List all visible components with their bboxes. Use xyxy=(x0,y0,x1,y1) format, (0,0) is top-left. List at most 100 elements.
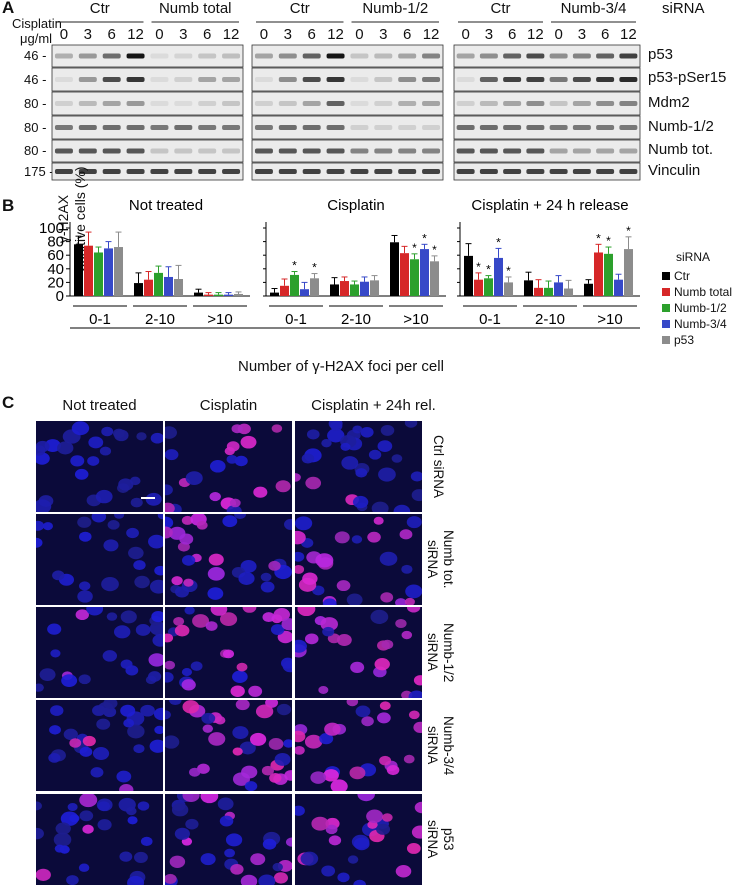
bar xyxy=(154,272,163,296)
category-label: 2-10 xyxy=(535,311,565,328)
bar xyxy=(564,288,573,296)
nuclei-stain xyxy=(36,607,163,692)
panel-a-letter: A xyxy=(2,0,15,17)
significance-star: * xyxy=(412,241,417,255)
legend-swatch xyxy=(662,320,670,328)
blot-group-header: Ctr xyxy=(89,0,110,17)
dose-label: 12 xyxy=(327,26,344,43)
bar xyxy=(360,281,369,296)
legend-item: Numb-3/4 xyxy=(662,316,732,332)
category-label: >10 xyxy=(403,311,428,328)
legend-item: Numb-1/2 xyxy=(662,300,732,316)
row-label-line2: siRNA xyxy=(425,633,440,672)
dose-label: 3 xyxy=(283,26,292,43)
legend-swatch xyxy=(662,272,670,280)
bar xyxy=(94,252,103,296)
bar xyxy=(554,282,563,296)
row-label: p53 siRNA xyxy=(424,798,456,881)
dose-label: 6 xyxy=(307,26,316,43)
microscopy-image xyxy=(295,794,422,885)
microscopy-image xyxy=(295,421,422,512)
blot-group-header: Ctr xyxy=(289,0,310,17)
nuclei-stain xyxy=(295,700,422,791)
x-axis-label: Number of γ-H2AX foci per cell xyxy=(238,358,444,375)
blot-group-header: Numb total xyxy=(158,0,232,17)
panel-c-letter: C xyxy=(2,393,15,412)
bar xyxy=(504,282,513,296)
row-label: Ctrl siRNA xyxy=(430,425,446,508)
row-label: Numb tot. siRNA xyxy=(424,518,456,601)
legend-label: Ctr xyxy=(674,269,690,283)
dose-label: 6 xyxy=(600,26,610,43)
significance-star: * xyxy=(496,235,501,249)
microscopy-image xyxy=(36,794,163,885)
column-header: Cisplatin xyxy=(199,397,258,414)
bar xyxy=(340,281,349,296)
legend-item: p53 xyxy=(662,332,732,348)
bar xyxy=(174,279,183,296)
bar xyxy=(410,259,419,296)
row-label-line2: siRNA xyxy=(425,820,440,859)
dose-label: 3 xyxy=(577,26,587,43)
nuclei-stain xyxy=(36,794,153,885)
legend-item: Ctr xyxy=(662,268,732,284)
row-label-line1: Numb tot. xyxy=(441,530,456,589)
nuclei-stain xyxy=(165,607,292,697)
dose-label: 0 xyxy=(554,26,563,43)
band-label: Vinculin xyxy=(648,162,701,179)
mw-marker: 46 - xyxy=(24,48,47,63)
mw-marker: 80 - xyxy=(24,143,47,158)
column-header: Not treated xyxy=(62,397,137,414)
category-label: 0-1 xyxy=(479,311,501,328)
legend-label: p53 xyxy=(674,333,695,347)
cisplatin-unit: μg/ml xyxy=(20,31,53,46)
nuclei-stain xyxy=(165,514,292,600)
dose-label: 6 xyxy=(107,26,116,43)
bar xyxy=(104,248,113,296)
bar xyxy=(84,245,93,296)
mw-marker: 175 - xyxy=(24,163,54,179)
blot-group-header: Ctr xyxy=(490,0,511,17)
y-tick-label: 20 xyxy=(47,274,64,291)
bar xyxy=(144,279,153,296)
bar xyxy=(290,274,299,296)
mw-marker: 46 - xyxy=(24,71,47,87)
significance-star: * xyxy=(506,264,511,278)
dose-label: 6 xyxy=(203,26,212,43)
row-label-line1: p53 xyxy=(441,828,456,851)
category-label: 2-10 xyxy=(341,311,371,328)
dose-label: 3 xyxy=(379,26,388,43)
bar xyxy=(370,280,379,296)
y-tick-label: 60 xyxy=(47,247,64,264)
bar xyxy=(484,278,493,296)
significance-star: * xyxy=(292,259,297,273)
bar xyxy=(194,292,203,296)
legend-title: siRNA xyxy=(676,250,711,264)
legend-swatch xyxy=(662,304,670,312)
bar xyxy=(390,242,399,296)
chart-title: Cisplatin + 24 h release xyxy=(471,197,628,214)
bar xyxy=(224,294,233,296)
band-label: Mdm2 xyxy=(648,94,690,111)
category-label: 0-1 xyxy=(285,311,307,328)
legend-swatch xyxy=(662,288,670,296)
bar xyxy=(614,279,623,296)
bar xyxy=(204,294,213,296)
legend: siRNA Ctr Numb total Numb-1/2 Numb-3/4 p53 xyxy=(662,250,732,348)
nuclei-stain xyxy=(48,700,163,791)
microscopy-image xyxy=(165,607,292,698)
row-label-line2: siRNA xyxy=(425,540,440,579)
column-header: Cisplatin + 24h rel. xyxy=(311,397,436,414)
nuclei-stain xyxy=(295,516,422,605)
microscopy-image xyxy=(165,514,292,605)
bar xyxy=(350,284,359,296)
bar xyxy=(234,293,243,296)
microscopy-image xyxy=(36,514,163,605)
microscopy-image xyxy=(165,794,292,885)
legend-item: Numb total xyxy=(662,284,732,300)
dose-label: 0 xyxy=(155,26,164,43)
mw-marker: 80 - xyxy=(24,119,47,135)
microscopy-image xyxy=(295,700,422,791)
bar xyxy=(624,249,633,296)
